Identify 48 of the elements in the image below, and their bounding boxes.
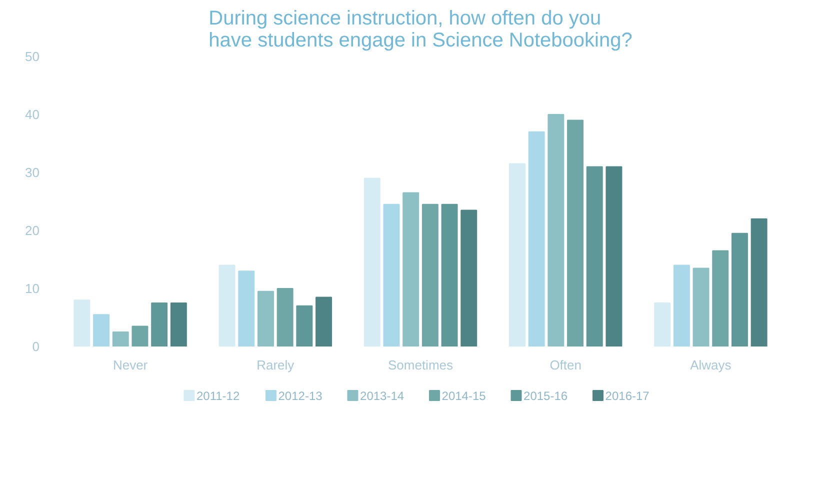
y-tick-label: 20 xyxy=(25,223,40,238)
legend-label: 2012-13 xyxy=(278,389,323,403)
bar xyxy=(654,302,671,346)
bar xyxy=(383,204,400,346)
bar xyxy=(316,296,332,346)
bar xyxy=(112,332,129,346)
bar xyxy=(567,120,584,346)
bar xyxy=(93,314,110,346)
bar xyxy=(422,204,438,346)
x-tick-label: Rarely xyxy=(256,358,295,372)
bar xyxy=(586,166,603,346)
y-tick-label: 30 xyxy=(25,165,40,180)
bar xyxy=(606,166,622,346)
bar xyxy=(692,268,710,346)
bar xyxy=(731,232,748,346)
chart-title: During science instruction, how often do you have students engage in Science Notebooking? xyxy=(208,8,632,52)
bar xyxy=(238,270,255,346)
bar xyxy=(548,114,564,346)
x-tick-label: Always xyxy=(690,358,732,372)
bar xyxy=(750,218,768,346)
bar xyxy=(673,264,690,346)
legend-label: 2015-16 xyxy=(524,389,568,403)
bar xyxy=(402,192,420,346)
bar xyxy=(508,163,526,346)
x-tick-label: Sometimes xyxy=(388,358,454,372)
bar xyxy=(364,178,380,346)
bar xyxy=(296,305,313,346)
bar xyxy=(276,288,294,346)
x-tick-label: Never xyxy=(112,358,148,372)
bar xyxy=(74,300,90,346)
x-tick-label: Often xyxy=(550,358,582,372)
bar xyxy=(170,302,187,346)
bar xyxy=(460,210,478,346)
bar xyxy=(528,131,545,346)
legend-label: 2016-17 xyxy=(605,389,650,403)
bar xyxy=(151,302,168,346)
legend-label: 2013-14 xyxy=(360,389,404,403)
bar xyxy=(257,290,274,346)
y-tick-label: 10 xyxy=(25,281,40,296)
bar xyxy=(712,250,729,346)
legend-label: 2014-15 xyxy=(442,389,486,403)
y-tick-label: 40 xyxy=(25,107,40,122)
bar xyxy=(218,264,236,346)
bar xyxy=(132,326,148,346)
legend-label: 2011-12 xyxy=(196,389,240,403)
y-tick-label: 0 xyxy=(32,339,40,354)
bar xyxy=(441,204,458,346)
y-tick-label: 50 xyxy=(25,49,40,64)
